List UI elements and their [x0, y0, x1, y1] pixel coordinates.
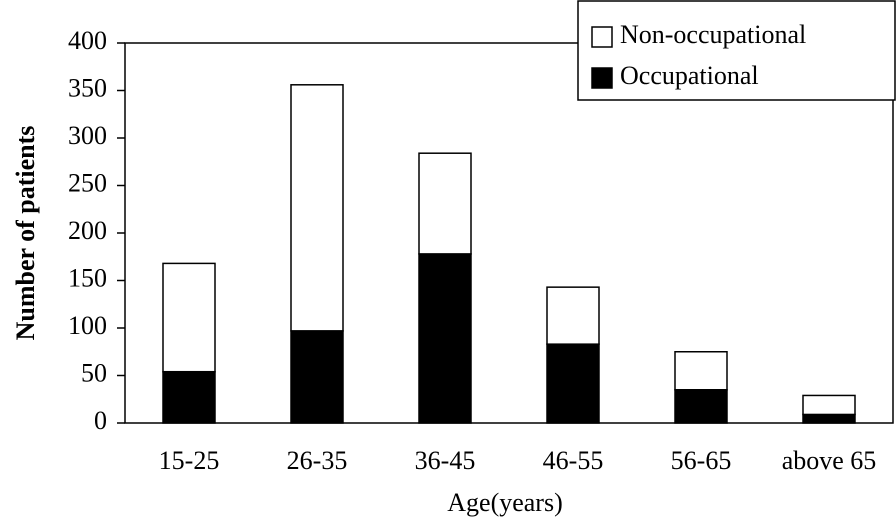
- x-tick-label: 46-55: [543, 446, 604, 475]
- x-tick-label: 15-25: [159, 446, 220, 475]
- y-tick-label: 350: [68, 73, 107, 102]
- legend-swatch: [591, 67, 613, 89]
- y-tick-label: 100: [68, 311, 107, 340]
- y-tick-label: 50: [81, 358, 107, 387]
- bar-segment: [546, 343, 600, 424]
- bar-segment: [674, 389, 728, 424]
- y-tick-label: 250: [68, 168, 107, 197]
- x-axis-label: Age(years): [447, 488, 563, 517]
- y-axis-label: Number of patients: [11, 126, 40, 341]
- bar-segment: [162, 370, 216, 424]
- x-tick-label: 26-35: [287, 446, 348, 475]
- y-tick-label: 400: [68, 26, 107, 55]
- x-tick-label: 56-65: [671, 446, 732, 475]
- bar-segment: [418, 253, 472, 424]
- legend-swatch: [591, 26, 613, 48]
- x-tick-label: 36-45: [415, 446, 476, 475]
- y-tick-label: 300: [68, 121, 107, 150]
- bar-segment: [290, 84, 344, 332]
- bar-segment: [546, 286, 600, 345]
- bar-segment: [674, 351, 728, 391]
- legend-label: Occupational: [620, 61, 759, 90]
- bar-segment: [802, 394, 856, 416]
- y-tick-label: 0: [94, 406, 107, 435]
- bar-segment: [802, 413, 856, 424]
- bar-segment: [290, 330, 344, 424]
- legend-label: Non-occupational: [620, 20, 806, 49]
- legend-box: [577, 0, 896, 101]
- y-tick-label: 200: [68, 216, 107, 245]
- bar-segment: [418, 152, 472, 255]
- y-tick-label: 150: [68, 263, 107, 292]
- bar-segment: [162, 262, 216, 373]
- x-tick-label: above 65: [782, 446, 877, 475]
